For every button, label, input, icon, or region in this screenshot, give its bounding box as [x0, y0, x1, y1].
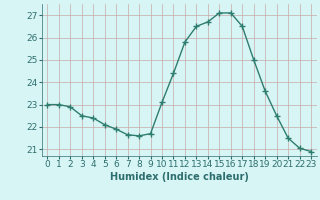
X-axis label: Humidex (Indice chaleur): Humidex (Indice chaleur) [110, 172, 249, 182]
